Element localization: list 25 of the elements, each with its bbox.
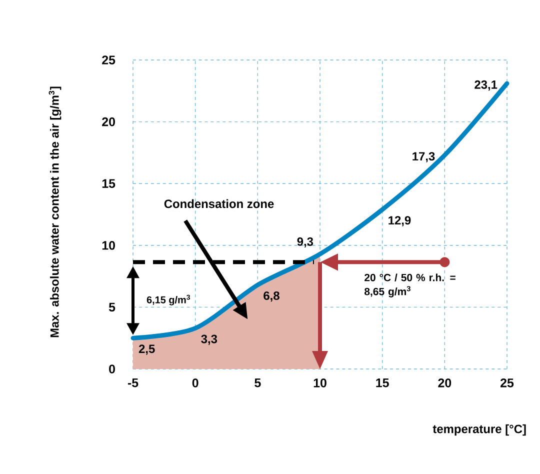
annotation: 6,15 g/m$^{3}$	[146, 294, 190, 306]
data-label: 3,3	[201, 334, 218, 345]
y-tick-label: 25	[102, 56, 116, 64]
y-tick-label: 20	[102, 117, 115, 126]
y-tick-label: 5	[108, 302, 116, 312]
x-tick-label: 20	[438, 378, 452, 388]
x-tick-label: 0	[192, 378, 198, 388]
data-label: 23,1	[474, 80, 498, 91]
x-tick-label: 5	[254, 378, 261, 388]
y-tick-label: 0	[109, 364, 115, 374]
annotation: 20 °C / 50 % r.h. = 8,65 g/m$^{3}$	[364, 274, 456, 298]
data-label: 12,9	[388, 216, 411, 226]
data-label: 2,5	[138, 344, 155, 355]
data-label: 6,8	[264, 291, 280, 302]
data-label: 9,3	[297, 237, 314, 248]
x-tick-label: -5	[128, 378, 138, 388]
x-axis-title: temperature [°C]	[432, 424, 526, 436]
data-label: 17,3	[412, 152, 435, 162]
annotation: Condensation zone	[164, 199, 274, 208]
x-tick-label: 25	[500, 378, 514, 388]
x-tick-label: 10	[314, 378, 326, 388]
y-axis-title: Max. absolute water content in the air [g/m$^{3}$]	[48, 86, 62, 338]
y-tick-label: 15	[102, 179, 116, 188]
y-tick-label: 10	[102, 240, 115, 250]
x-tick-label: 15	[376, 378, 389, 388]
